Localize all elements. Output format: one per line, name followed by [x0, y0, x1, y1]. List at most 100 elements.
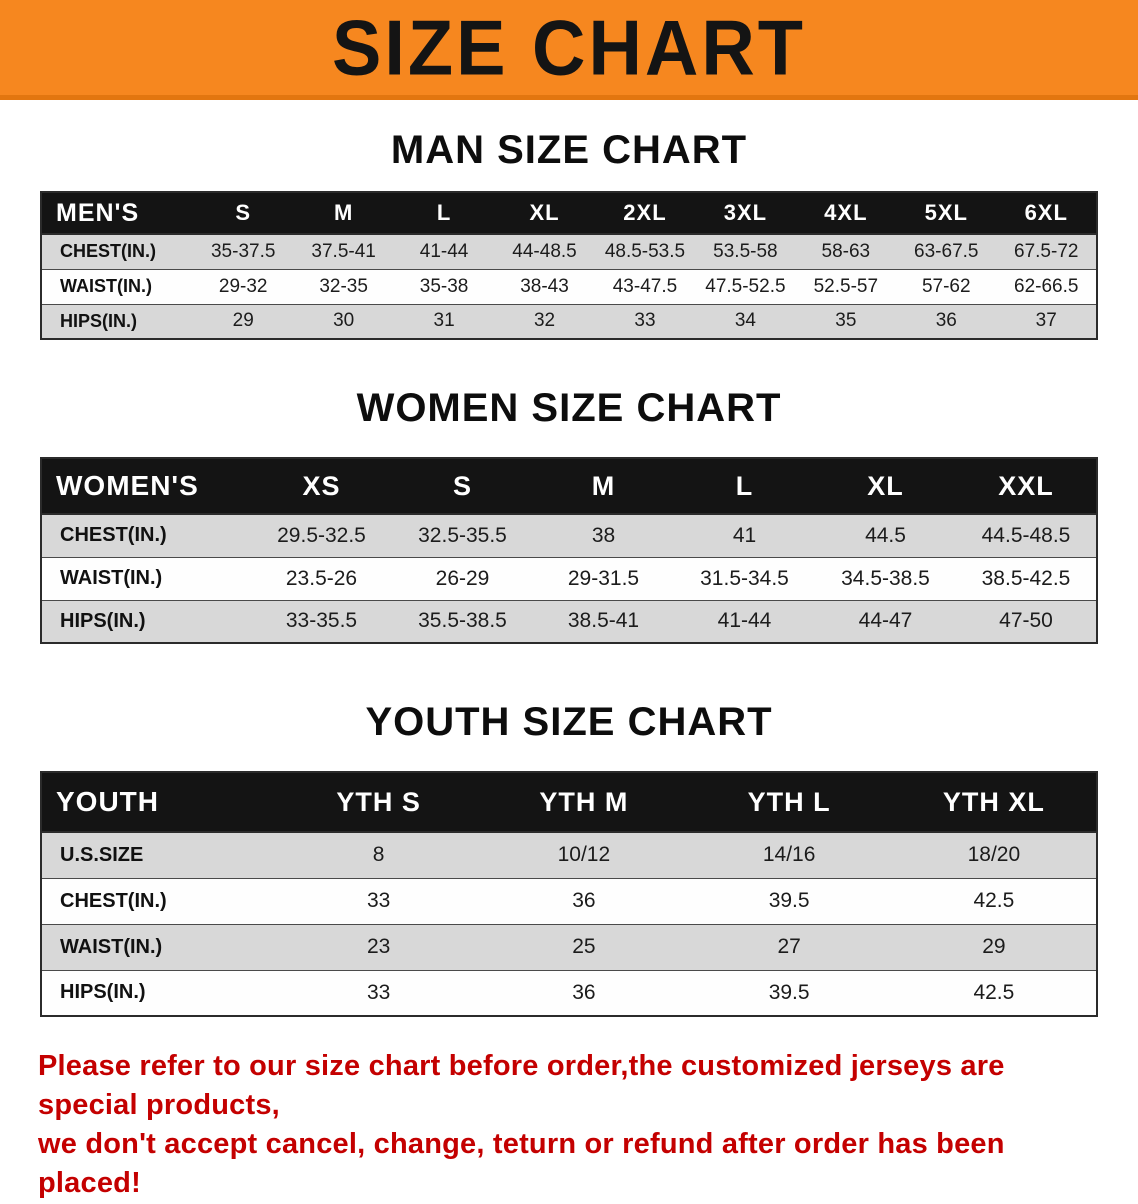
- measurement-value-cell: 47.5-52.5: [705, 275, 786, 297]
- measurement-value-cell: 35: [835, 310, 857, 332]
- measurement-value-cell: 25: [572, 935, 596, 958]
- disclaimer-line-1: Please refer to our size chart before or…: [38, 1050, 1005, 1122]
- size-column-header: 5XL: [924, 200, 968, 225]
- youth-size-section: YOUTH SIZE CHART YOUTH YTH S YTH M YTH L YTH…: [0, 700, 1138, 1017]
- measurement-row-label: CHEST(IN.): [60, 241, 156, 262]
- size-column-header: YTH M: [539, 786, 629, 817]
- measurement-value-cell: 41-44: [717, 609, 772, 633]
- table-row: WAIST(IN.) 29-32 32-35 35-38 38-43 43-47.5 47.…: [41, 269, 1097, 304]
- size-column-header: 4XL: [824, 200, 868, 225]
- measurement-value-cell: 41: [732, 523, 757, 547]
- measurement-value-cell: 23.5-26: [285, 566, 358, 590]
- measurement-value-cell: 27: [777, 935, 801, 958]
- table-row: HIPS(IN.) 29 30 31 32 33 34 35 36 37: [41, 304, 1097, 339]
- measurement-value-cell: 36: [572, 889, 596, 912]
- measurement-row-label: HIPS(IN.): [60, 609, 146, 632]
- measurement-row-label: WAIST(IN.): [60, 935, 163, 958]
- measurement-value-cell: 26-29: [435, 566, 490, 590]
- measurement-value-cell: 30: [333, 310, 355, 332]
- measurement-value-cell: 29: [982, 935, 1006, 958]
- measurement-value-cell: 8: [372, 843, 385, 867]
- measurement-value-cell: 62-66.5: [1014, 275, 1079, 297]
- measurement-value-cell: 42.5: [973, 889, 1015, 912]
- measurement-row-label: WAIST(IN.): [60, 567, 163, 589]
- measurement-value-cell: 58-63: [821, 240, 871, 262]
- measurement-value-cell: 36: [572, 980, 596, 1004]
- size-chart-banner: SIZE CHART: [0, 0, 1138, 100]
- table-header-row: MEN'S S M L XL 2XL 3XL 4XL 5XL 6XL: [41, 192, 1097, 234]
- measurement-value-cell: 34: [734, 310, 756, 332]
- disclaimer-note: Please refer to our size chart before or…: [38, 1047, 1108, 1204]
- measurement-value-cell: 14/16: [762, 843, 816, 867]
- size-column-header: XS: [302, 470, 341, 501]
- size-column-header: S: [452, 470, 472, 501]
- table-row: U.S.SIZE 8 10/12 14/16 18/20: [41, 832, 1097, 878]
- measurement-value-cell: 31.5-34.5: [700, 566, 789, 590]
- men-size-section: MAN SIZE CHART MEN'S S M L XL 2XL 3XL 4XL 5XL 6XL…: [0, 128, 1138, 340]
- measurement-row-label: WAIST(IN.): [60, 276, 152, 296]
- size-column-header: L: [436, 200, 452, 225]
- table-row: WAIST(IN.) 23.5-26 26-29 29-31.5 31.5-34.5 34…: [41, 557, 1097, 600]
- measurement-value-cell: 43-47.5: [612, 275, 678, 297]
- size-column-header: L: [735, 470, 754, 501]
- table-corner-label: MEN'S: [56, 198, 140, 227]
- size-column-header: M: [591, 470, 616, 501]
- size-column-header: XL: [529, 200, 560, 225]
- measurement-value-cell: 63-67.5: [914, 240, 979, 262]
- size-column-header: S: [235, 200, 252, 225]
- measurement-value-cell: 53.5-58: [713, 240, 778, 262]
- measurement-value-cell: 44-47: [858, 609, 913, 633]
- measurement-row-label: CHEST(IN.): [60, 524, 167, 547]
- measurement-value-cell: 57-62: [921, 275, 971, 297]
- measurement-value-cell: 47-50: [999, 609, 1053, 633]
- table-row: CHEST(IN.) 33 36 39.5 42.5: [41, 878, 1097, 924]
- size-column-header: YTH XL: [942, 786, 1045, 817]
- size-column-header: M: [333, 200, 354, 225]
- measurement-value-cell: 37: [1035, 310, 1057, 332]
- measurement-value-cell: 48.5-53.5: [604, 240, 686, 262]
- table-row: HIPS(IN.) 33 36 39.5 42.5: [41, 970, 1097, 1016]
- measurement-value-cell: 41-44: [419, 240, 469, 262]
- table-row: HIPS(IN.) 33-35.5 35.5-38.5 38.5-41 41-44 44-…: [41, 600, 1097, 643]
- men-section-heading: MAN SIZE CHART: [390, 128, 748, 172]
- size-column-header: 6XL: [1024, 200, 1068, 225]
- measurement-value-cell: 33: [634, 310, 656, 332]
- banner-title: SIZE CHART: [332, 3, 806, 91]
- measurement-value-cell: 31: [433, 310, 455, 332]
- measurement-value-cell: 52.5-57: [813, 275, 879, 297]
- measurement-value-cell: 29: [232, 310, 254, 332]
- measurement-value-cell: 44.5: [865, 523, 906, 547]
- youth-section-heading: YOUTH SIZE CHART: [365, 700, 773, 744]
- measurement-value-cell: 35-37.5: [210, 240, 276, 262]
- measurement-value-cell: 18/20: [967, 843, 1021, 867]
- measurement-value-cell: 44-48.5: [512, 240, 577, 262]
- table-corner-label: YOUTH: [56, 786, 159, 817]
- measurement-value-cell: 33-35.5: [285, 609, 358, 633]
- measurement-value-cell: 38-43: [520, 275, 569, 297]
- measurement-value-cell: 32.5-35.5: [418, 523, 507, 547]
- women-size-table: WOMEN'S XS S M L XL XXL CHEST(IN.) 29.5-32.5 32.5…: [40, 457, 1098, 644]
- disclaimer-line-2: we don't accept cancel, change, teturn o…: [38, 1128, 1005, 1200]
- measurement-value-cell: 32-35: [319, 275, 368, 297]
- measurement-value-cell: 33: [366, 980, 391, 1004]
- measurement-row-label: CHEST(IN.): [60, 889, 167, 912]
- measurement-value-cell: 29-31.5: [567, 566, 640, 590]
- measurement-value-cell: 35.5-38.5: [418, 609, 507, 633]
- size-column-header: YTH S: [336, 786, 421, 817]
- measurement-value-cell: 35-38: [419, 275, 469, 297]
- table-header-row: WOMEN'S XS S M L XL XXL: [41, 458, 1097, 514]
- measurement-value-cell: 36: [935, 310, 957, 332]
- table-row: CHEST(IN.) 29.5-32.5 32.5-35.5 38 41 44.5 44.5…: [41, 514, 1097, 557]
- measurement-value-cell: 38.5-42.5: [981, 566, 1071, 590]
- measurement-row-label: HIPS(IN.): [60, 981, 146, 1004]
- women-section-heading: WOMEN SIZE CHART: [356, 386, 782, 430]
- size-column-header: 2XL: [623, 200, 667, 225]
- measurement-value-cell: 23: [366, 935, 391, 958]
- size-column-header: 3XL: [723, 200, 768, 225]
- measurement-value-cell: 39.5: [768, 980, 810, 1004]
- size-column-header: XXL: [998, 470, 1054, 501]
- size-column-header: XL: [867, 470, 904, 501]
- measurement-value-cell: 34.5-38.5: [841, 566, 930, 590]
- measurement-value-cell: 42.5: [973, 980, 1015, 1004]
- measurement-value-cell: 29.5-32.5: [277, 523, 366, 547]
